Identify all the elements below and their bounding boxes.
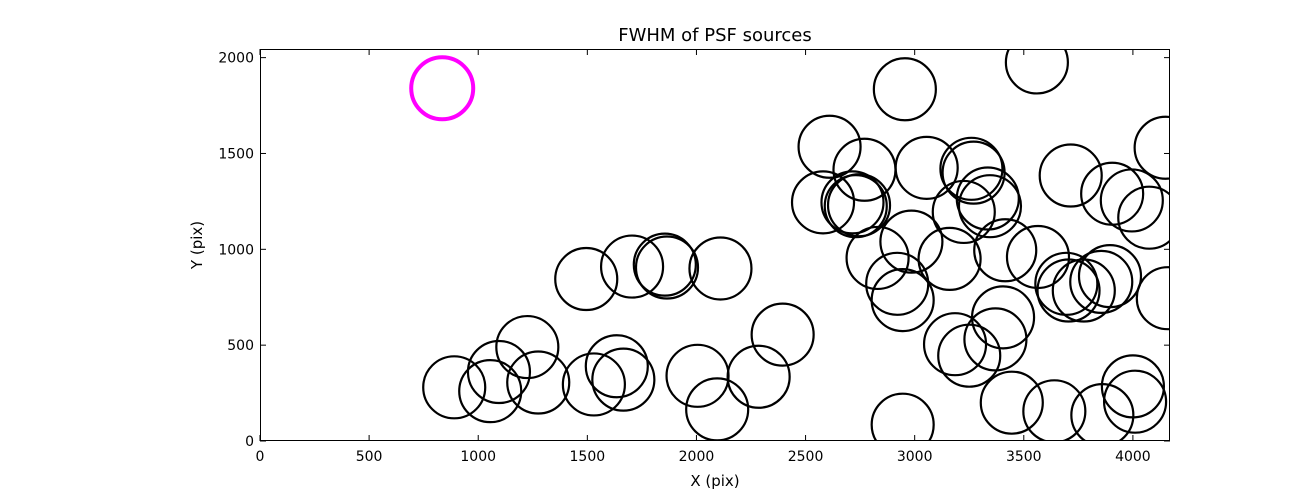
source-marker <box>931 179 996 245</box>
source-marker <box>879 209 944 274</box>
source-marker <box>820 170 885 235</box>
source-marker <box>561 352 626 417</box>
x-tick-label: 2500 <box>788 449 824 465</box>
plot-frame <box>260 49 1170 441</box>
source-marker <box>1038 143 1103 208</box>
source-marker <box>458 359 523 424</box>
source-marker <box>832 137 897 202</box>
source-marker <box>939 136 1004 201</box>
source-marker <box>1077 244 1143 309</box>
marker-layer <box>409 49 1170 441</box>
source-marker <box>979 370 1044 435</box>
source-marker <box>685 377 750 441</box>
source-marker <box>632 232 697 297</box>
chart-title: FWHM of PSF sources <box>618 25 812 46</box>
x-tick-label: 3000 <box>897 449 933 465</box>
source-marker <box>870 268 935 333</box>
source-marker <box>506 350 571 415</box>
y-tick-label: 0 <box>245 434 254 450</box>
source-marker <box>1099 168 1164 233</box>
source-marker <box>634 235 700 300</box>
x-tick-label: 3500 <box>1006 449 1042 465</box>
source-marker <box>750 302 815 367</box>
source-marker <box>422 355 487 420</box>
source-marker <box>797 114 862 179</box>
x-axis-label: X (pix) <box>690 472 739 490</box>
source-marker <box>1133 115 1170 180</box>
source-marker <box>554 246 619 312</box>
source-marker <box>1034 251 1099 316</box>
source-marker <box>963 307 1028 372</box>
source-marker <box>845 225 910 291</box>
source-marker <box>1005 224 1071 290</box>
x-tick-label: 4000 <box>1115 449 1151 465</box>
x-axis: 0 500 1000 1500 2000 2500 3000 3500 4000 <box>256 49 1151 465</box>
source-marker <box>922 312 988 377</box>
source-marker <box>870 392 935 441</box>
source-marker <box>726 344 791 409</box>
y-tick-label: 1500 <box>218 146 254 162</box>
highlighted-source-marker <box>409 55 476 122</box>
source-marker <box>872 57 937 122</box>
source-marker <box>466 339 532 405</box>
x-tick-label: 500 <box>356 449 383 465</box>
source-marker <box>1036 258 1101 323</box>
source-marker <box>970 285 1036 350</box>
source-marker <box>1080 161 1145 226</box>
source-marker <box>584 334 649 399</box>
y-tick-label: 2000 <box>218 51 254 67</box>
x-tick-label: 0 <box>256 449 265 465</box>
y-axis-label: Y (pix) <box>188 221 206 270</box>
x-tick-label: 1500 <box>570 449 606 465</box>
source-marker <box>665 343 730 408</box>
x-tick-label: 2000 <box>679 449 715 465</box>
source-marker <box>1117 185 1170 250</box>
source-marker <box>894 135 959 200</box>
source-marker <box>957 174 1023 239</box>
source-marker <box>941 140 1006 205</box>
source-marker <box>1069 249 1134 314</box>
y-tick-label: 1000 <box>218 242 254 258</box>
source-marker <box>1022 379 1087 441</box>
x-tick-label: 1000 <box>460 449 496 465</box>
source-marker <box>826 173 892 238</box>
source-marker <box>1100 354 1166 419</box>
y-axis: 0 500 1000 1500 2000 <box>218 51 1170 450</box>
source-marker <box>1102 369 1168 434</box>
source-marker <box>1004 49 1069 95</box>
source-marker <box>790 170 856 235</box>
source-marker <box>599 234 665 299</box>
source-marker <box>917 226 982 291</box>
source-marker <box>955 166 1020 231</box>
source-marker <box>495 314 560 380</box>
source-marker <box>1135 266 1170 331</box>
source-marker <box>973 218 1038 283</box>
source-marker <box>591 347 656 412</box>
source-marker <box>688 236 753 301</box>
y-tick-label: 500 <box>227 338 254 354</box>
